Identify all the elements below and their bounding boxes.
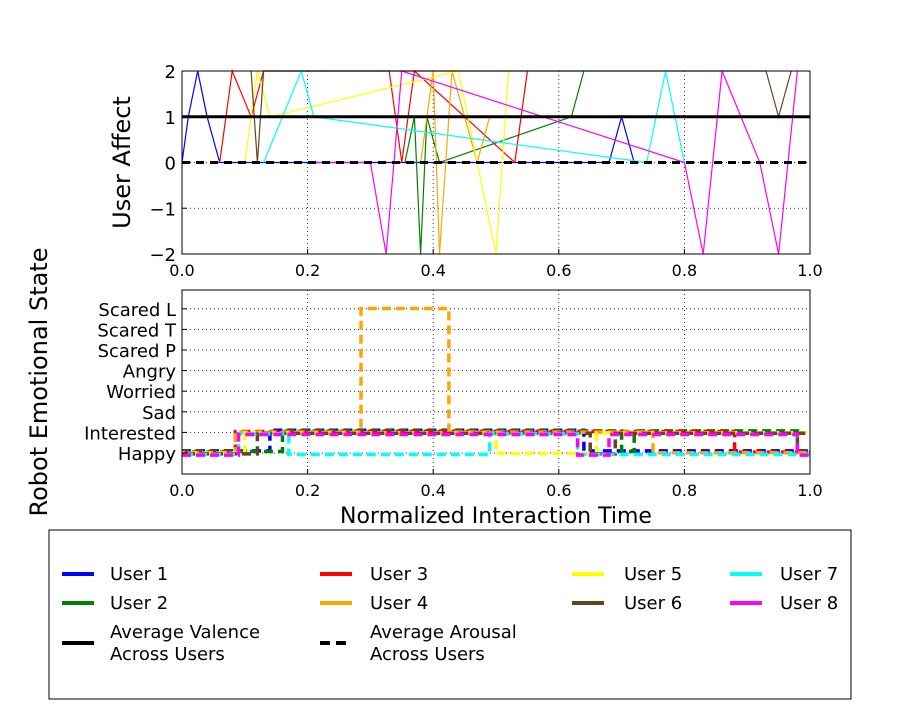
series-line xyxy=(181,70,635,164)
series-step-line xyxy=(182,432,810,457)
x-tick-label: 1.0 xyxy=(797,261,822,280)
y-tick-label: Interested xyxy=(84,423,176,444)
x-tick-label: 0.4 xyxy=(420,261,445,280)
y-tick-label: −2 xyxy=(149,245,176,266)
legend-label: User 6 xyxy=(624,593,682,614)
x-tick-label: 0.6 xyxy=(546,481,571,500)
x-tick-label: 0.2 xyxy=(295,261,320,280)
legend-label: Average Valence xyxy=(110,622,260,643)
y-tick-label: Happy xyxy=(118,444,176,465)
series-step-line xyxy=(182,431,810,456)
series-line xyxy=(307,70,798,255)
series-step-line xyxy=(182,430,810,456)
legend-label: Average Arousal xyxy=(370,622,517,643)
legend-label: User 8 xyxy=(780,593,838,614)
legend-label: User 7 xyxy=(780,564,838,585)
legend-label: User 1 xyxy=(110,564,168,585)
x-tick-label: 0.4 xyxy=(420,481,445,500)
x-tick-label: 0.2 xyxy=(295,481,320,500)
y-axis-label: User Affect xyxy=(108,96,136,229)
y-tick-label: Worried xyxy=(106,382,176,403)
x-tick-label: 0.8 xyxy=(672,261,697,280)
y-axis-label: Robot Emotional State xyxy=(25,248,53,517)
legend-label: User 5 xyxy=(624,564,682,585)
legend-frame xyxy=(48,529,852,700)
y-tick-label: 1 xyxy=(165,108,176,129)
x-axis-label: Normalized Interaction Time xyxy=(340,504,652,529)
y-tick-label: Scared P xyxy=(98,341,177,362)
y-tick-label: Scared L xyxy=(98,300,176,321)
series-step-line xyxy=(182,428,810,453)
x-tick-label: 1.0 xyxy=(797,481,822,500)
series-step-line xyxy=(182,429,810,454)
legend-label: Across Users xyxy=(110,644,225,665)
y-tick-label: Scared T xyxy=(97,320,177,341)
user-affect-plot: 0.0 0.2 0.4 0.6 0.8 1.0 −2 −1 0 1 2 User Affect xyxy=(108,62,823,280)
robot-emotional-state-plot: 0.0 0.2 0.4 0.6 0.8 1.0 HappyInterestedSadWorr… xyxy=(25,248,823,529)
y-tick-label: 2 xyxy=(165,62,176,83)
x-tick-label: 0.0 xyxy=(169,261,194,280)
x-tick-label: 0.6 xyxy=(546,261,571,280)
legend-label: User 3 xyxy=(370,564,428,585)
legend-label: User 4 xyxy=(370,593,428,614)
y-tick-label: 0 xyxy=(165,154,176,175)
x-tick-label: 0.0 xyxy=(169,481,194,500)
series-line xyxy=(420,70,491,255)
y-tick-label: Angry xyxy=(123,362,177,383)
legend-label: User 2 xyxy=(110,593,168,614)
x-tick-label: 0.8 xyxy=(672,481,697,500)
plot-frame xyxy=(181,289,811,475)
y-tick-label: −1 xyxy=(149,199,176,220)
y-tick-label: Sad xyxy=(142,403,176,424)
legend-label: Across Users xyxy=(370,644,485,665)
